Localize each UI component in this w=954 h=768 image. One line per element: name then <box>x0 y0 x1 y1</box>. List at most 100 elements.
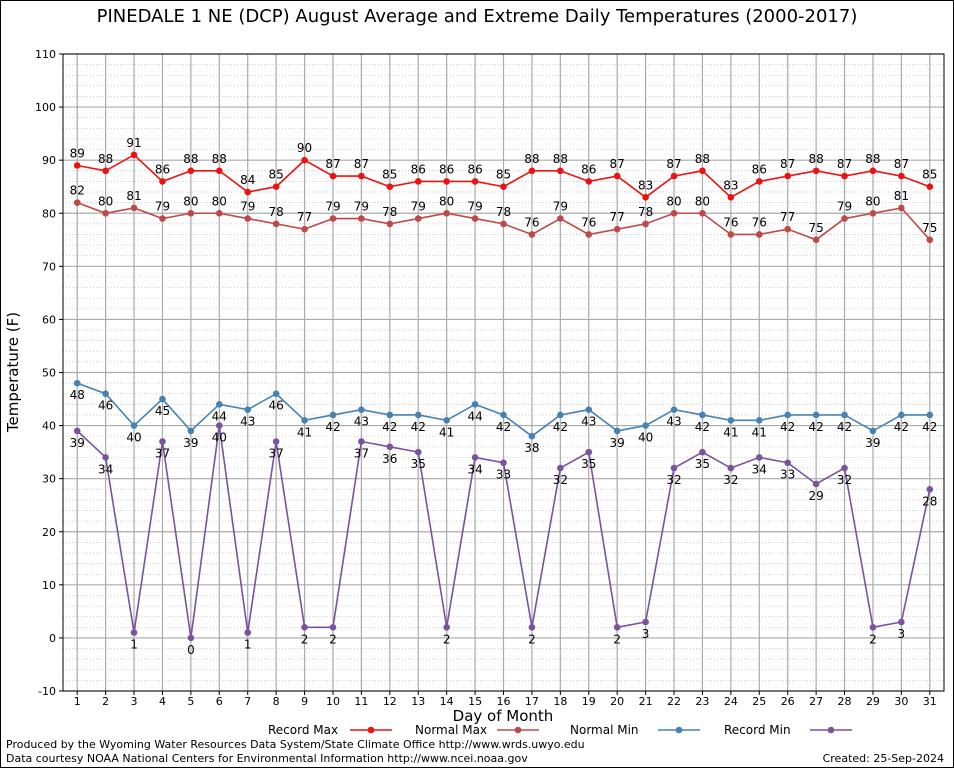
data-point <box>216 422 223 429</box>
data-label: 35 <box>695 457 710 471</box>
data-label: 77 <box>610 210 625 224</box>
data-point <box>130 151 138 159</box>
data-point <box>784 225 791 233</box>
x-tick-label: 27 <box>809 695 823 708</box>
data-point <box>272 390 280 398</box>
data-point <box>755 416 763 424</box>
data-label: 39 <box>610 436 625 450</box>
data-point <box>812 236 820 244</box>
data-label: 2 <box>329 632 337 646</box>
data-label: 85 <box>382 168 397 182</box>
data-label: 80 <box>439 194 454 208</box>
data-point <box>585 231 593 238</box>
data-point <box>216 209 223 217</box>
chart-title: PINEDALE 1 NE (DCP) August Average and E… <box>96 6 858 27</box>
data-label: 79 <box>325 200 340 214</box>
data-point <box>557 167 564 175</box>
data-label: 37 <box>354 447 369 461</box>
data-point <box>613 225 621 233</box>
x-tick-label: 23 <box>695 695 709 708</box>
data-point <box>841 215 848 222</box>
data-label: 81 <box>126 189 141 203</box>
data-label: 42 <box>553 420 568 434</box>
data-point <box>471 401 479 408</box>
data-point <box>699 209 706 217</box>
data-label: 80 <box>212 194 227 208</box>
series-normal-min: 48 46 40 45 39 44 43 46 41 42 43 42 42 41 44 42 38 42 43 39… <box>70 379 937 455</box>
data-point <box>187 209 195 217</box>
legend: Record Max Normal Max Normal Min Record Min <box>268 723 852 737</box>
legend-label: Normal Min <box>570 723 639 737</box>
data-label: 75 <box>808 221 823 235</box>
data-label: 84 <box>240 173 255 187</box>
data-point <box>642 618 649 626</box>
data-label: 90 <box>297 141 312 155</box>
data-label: 42 <box>411 420 426 434</box>
x-tick-label: 18 <box>553 695 567 708</box>
data-label: 42 <box>922 420 937 434</box>
data-label: 85 <box>269 168 284 182</box>
data-point <box>528 231 536 238</box>
data-label: 38 <box>524 441 539 455</box>
data-point <box>272 183 280 191</box>
data-point <box>471 215 479 222</box>
data-label: 40 <box>126 431 141 445</box>
data-label: 35 <box>581 457 596 471</box>
data-point <box>613 172 621 180</box>
data-label: 28 <box>922 494 937 508</box>
data-point <box>642 194 649 201</box>
data-point <box>216 167 223 175</box>
data-point <box>755 231 763 238</box>
data-point <box>500 220 507 228</box>
data-label: 42 <box>808 420 823 434</box>
data-point <box>670 464 678 472</box>
x-tick-label: 15 <box>468 695 482 708</box>
x-tick-label: 21 <box>639 695 653 708</box>
x-tick-label: 30 <box>894 695 908 708</box>
data-point <box>187 427 195 435</box>
data-courtesy: Data courtesy NOAA National Centers for … <box>6 752 528 765</box>
data-point <box>414 411 422 419</box>
data-label: 34 <box>98 462 113 476</box>
data-point <box>471 454 479 461</box>
data-label: 80 <box>183 194 198 208</box>
data-label: 34 <box>752 462 767 476</box>
data-label: 87 <box>325 157 340 171</box>
data-label: 29 <box>808 489 823 503</box>
x-tick-label: 31 <box>923 695 937 708</box>
x-tick-label: 10 <box>326 695 340 708</box>
data-point <box>102 454 109 461</box>
legend-marker <box>675 726 683 734</box>
x-tick-label: 3 <box>131 695 138 708</box>
data-label: 2 <box>613 632 621 646</box>
data-point <box>613 624 621 631</box>
data-point <box>727 416 735 424</box>
data-point <box>329 411 337 419</box>
data-label: 42 <box>695 420 710 434</box>
data-point <box>869 167 877 175</box>
data-label: 75 <box>922 221 937 235</box>
data-point <box>926 236 934 244</box>
data-label: 46 <box>98 399 113 413</box>
data-point <box>500 411 507 419</box>
x-tick-label: 2 <box>102 695 109 708</box>
data-point <box>699 448 706 456</box>
series-layer: 89 88 91 86 88 88 84 85 90 87 87 85 86 86 86 85 88 88 86 87… <box>70 136 938 657</box>
data-point <box>386 411 394 419</box>
data-point <box>557 215 564 222</box>
data-label: 88 <box>695 152 710 166</box>
data-label: 80 <box>98 194 113 208</box>
data-point <box>727 194 735 201</box>
data-point <box>358 172 365 180</box>
y-tick-label: 40 <box>42 420 56 433</box>
data-point <box>301 156 308 164</box>
data-point <box>358 438 365 445</box>
data-label: 79 <box>240 200 255 214</box>
data-label: 3 <box>898 627 906 641</box>
data-label: 79 <box>467 200 482 214</box>
data-point <box>244 188 252 196</box>
data-label: 80 <box>695 194 710 208</box>
data-label: 36 <box>382 452 397 466</box>
data-label: 83 <box>638 178 653 192</box>
